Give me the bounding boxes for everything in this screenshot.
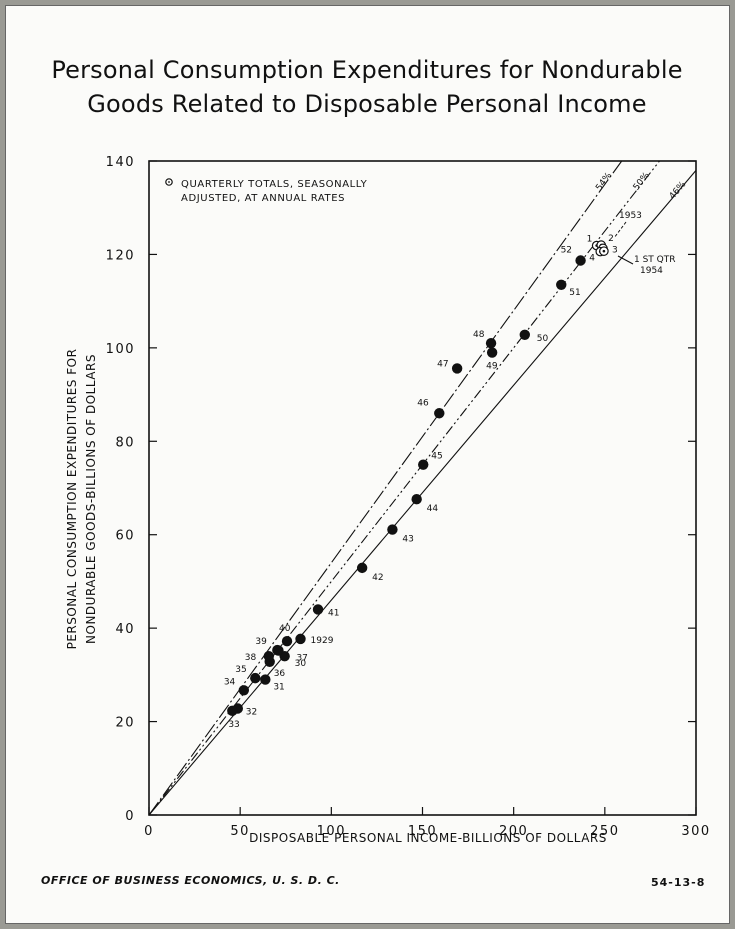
x-tick-label: 100 bbox=[317, 824, 346, 839]
data-point bbox=[519, 329, 530, 340]
data-point bbox=[485, 337, 497, 349]
data-point bbox=[227, 705, 238, 717]
reference-line bbox=[148, 169, 697, 816]
annotation-1st-qtr: 1 ST QTR bbox=[634, 255, 676, 265]
y-axis-title-line-2: NONDURABLE GOODS-BILLIONS OF DOLLARS bbox=[84, 354, 98, 644]
data-label: 36 bbox=[274, 669, 286, 679]
data-label: 31 bbox=[273, 683, 284, 693]
plot-border bbox=[148, 160, 697, 816]
reference-line-label: 54% bbox=[594, 171, 614, 193]
data-label: 46 bbox=[417, 398, 429, 408]
footer-source: OFFICE OF BUSINESS ECONOMICS, U. S. D. C… bbox=[41, 874, 340, 887]
data-point bbox=[486, 347, 498, 358]
data-label: 51 bbox=[569, 288, 580, 298]
data-label: 52 bbox=[561, 246, 572, 256]
chart-svg: 54% 50% 46% 0 50 100 150 200 250 300020406080100… bbox=[65, 155, 710, 845]
data-point bbox=[238, 685, 250, 696]
annotation-arrow-1953 bbox=[613, 221, 627, 239]
y-axis-title-line-1: PERSONAL CONSUMPTION EXPENDITURES FOR bbox=[65, 349, 79, 650]
legend-note-line-2: ADJUSTED, AT ANNUAL RATES bbox=[181, 193, 345, 204]
x-axis-title: DISPOSABLE PERSONAL INCOME-BILLIONS OF D… bbox=[249, 831, 607, 845]
x-tick-label: 300 bbox=[681, 824, 710, 839]
x-tick-label: 0 bbox=[144, 824, 154, 839]
data-label: 48 bbox=[473, 330, 485, 340]
data-point bbox=[434, 408, 445, 419]
data-label: 43 bbox=[402, 535, 413, 545]
data-point bbox=[295, 633, 306, 645]
annotation-arrow-1954 bbox=[617, 255, 634, 265]
data-label: 30 bbox=[295, 659, 307, 669]
data-point bbox=[356, 562, 368, 574]
quarterly-point-dot bbox=[602, 249, 606, 253]
data-point bbox=[312, 604, 324, 615]
data-label: 34 bbox=[224, 677, 236, 687]
data-label: 38 bbox=[245, 653, 257, 663]
data-label: 50 bbox=[537, 334, 549, 344]
data-label: 45 bbox=[431, 452, 442, 462]
chart-title-line-1: Personal Consumption Expenditures for No… bbox=[51, 56, 683, 84]
y-tick-label: 100 bbox=[106, 342, 135, 357]
data-label: 47 bbox=[437, 359, 448, 369]
legend-symbol bbox=[165, 178, 173, 186]
y-tick-label: 40 bbox=[115, 622, 135, 637]
quarterly-label: 2 bbox=[608, 234, 614, 244]
y-tick-label: 120 bbox=[106, 248, 135, 263]
annotations: QUARTERLY TOTALS, SEASONALLY ADJUSTED, A… bbox=[165, 178, 676, 276]
data-label: 1929 bbox=[311, 636, 334, 646]
data-point bbox=[281, 636, 293, 647]
data-label: 49 bbox=[486, 362, 498, 372]
data-point bbox=[260, 674, 271, 685]
data-point bbox=[575, 255, 586, 266]
data-label: 40 bbox=[279, 624, 291, 634]
x-tick-label: 150 bbox=[408, 824, 437, 839]
y-tick-label: 20 bbox=[115, 716, 135, 731]
quarterly-label: 1 bbox=[587, 235, 593, 245]
data-label: 42 bbox=[372, 573, 383, 583]
legend-note-line-1: QUARTERLY TOTALS, SEASONALLY bbox=[181, 179, 368, 190]
data-label: 44 bbox=[427, 504, 439, 514]
annotation-1954: 1954 bbox=[640, 266, 663, 276]
y-tick-label: 140 bbox=[106, 155, 135, 170]
data-point bbox=[411, 494, 422, 505]
data-point bbox=[451, 363, 463, 374]
data-label: 37 bbox=[296, 654, 307, 664]
reference-lines: 54% 50% 46% bbox=[148, 160, 697, 816]
data-point bbox=[556, 279, 567, 290]
data-point bbox=[250, 672, 261, 684]
data-point bbox=[418, 459, 429, 470]
legend-symbol-dot bbox=[168, 181, 170, 183]
data-point bbox=[263, 650, 274, 662]
data-point bbox=[272, 644, 283, 656]
chart-title-line-2: Goods Related to Disposable Personal Inc… bbox=[87, 90, 647, 118]
quarterly-label: 3 bbox=[612, 245, 618, 255]
x-tick-label: 250 bbox=[590, 824, 619, 839]
data-label: 39 bbox=[255, 637, 267, 647]
data-label: 35 bbox=[235, 665, 246, 675]
data-label: 32 bbox=[246, 707, 257, 717]
footer-code: 54-13-8 bbox=[651, 876, 706, 889]
data-label: 33 bbox=[228, 720, 239, 730]
annotation-1953: 1953 bbox=[619, 211, 642, 221]
data-point bbox=[387, 524, 398, 535]
y-tick-label: 80 bbox=[115, 435, 135, 450]
x-tick-label: 200 bbox=[499, 824, 528, 839]
quarterly-label: 4 bbox=[589, 254, 595, 264]
plot-frame bbox=[148, 160, 697, 816]
x-tick-label: 50 bbox=[230, 824, 250, 839]
reference-line bbox=[148, 160, 623, 816]
y-tick-label: 60 bbox=[115, 529, 135, 544]
data-label: 41 bbox=[328, 608, 339, 618]
y-tick-label: 0 bbox=[125, 809, 135, 824]
